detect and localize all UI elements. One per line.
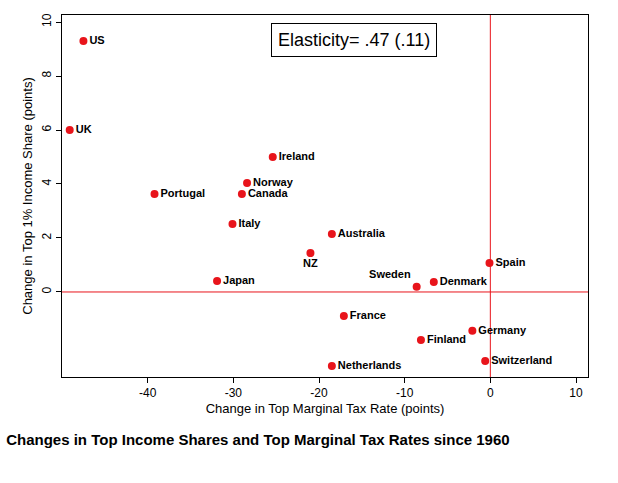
svg-text:-40: -40 <box>139 386 157 400</box>
svg-text:Switzerland: Switzerland <box>491 354 552 366</box>
svg-text:-10: -10 <box>396 386 414 400</box>
svg-text:Australia: Australia <box>338 227 386 239</box>
svg-text:-20: -20 <box>310 386 328 400</box>
svg-text:Change in Top 1% Income Share: Change in Top 1% Income Share (points) <box>20 77 35 315</box>
svg-text:NZ: NZ <box>303 257 318 269</box>
svg-text:10: 10 <box>569 386 583 400</box>
svg-text:Netherlands: Netherlands <box>338 359 402 371</box>
svg-text:4: 4 <box>40 179 54 186</box>
svg-text:Spain: Spain <box>495 256 525 268</box>
svg-text:Change in Top Marginal Tax Rat: Change in Top Marginal Tax Rate (points) <box>206 401 445 416</box>
svg-text:10: 10 <box>40 13 54 27</box>
svg-text:0: 0 <box>487 386 494 400</box>
svg-text:6: 6 <box>40 125 54 132</box>
svg-text:2: 2 <box>40 233 54 240</box>
svg-text:Portugal: Portugal <box>161 187 206 199</box>
svg-text:Finland: Finland <box>427 333 466 345</box>
svg-text:Germany: Germany <box>478 324 527 336</box>
svg-text:-30: -30 <box>225 386 243 400</box>
svg-text:Canada: Canada <box>248 187 289 199</box>
svg-text:Denmark: Denmark <box>440 275 488 287</box>
svg-text:Norway: Norway <box>253 176 294 188</box>
svg-text:Elasticity= .47 (.11): Elasticity= .47 (.11) <box>278 30 430 50</box>
svg-text:France: France <box>350 309 386 321</box>
svg-text:Japan: Japan <box>223 274 255 286</box>
svg-text:Italy: Italy <box>238 217 261 229</box>
svg-text:US: US <box>89 34 104 46</box>
svg-text:0: 0 <box>40 287 54 294</box>
svg-text:Sweden: Sweden <box>369 268 411 280</box>
svg-text:Ireland: Ireland <box>279 150 315 162</box>
svg-text:8: 8 <box>40 71 54 78</box>
svg-text:Changes in Top Income Shares a: Changes in Top Income Shares and Top Mar… <box>6 431 509 448</box>
svg-text:UK: UK <box>76 123 92 135</box>
